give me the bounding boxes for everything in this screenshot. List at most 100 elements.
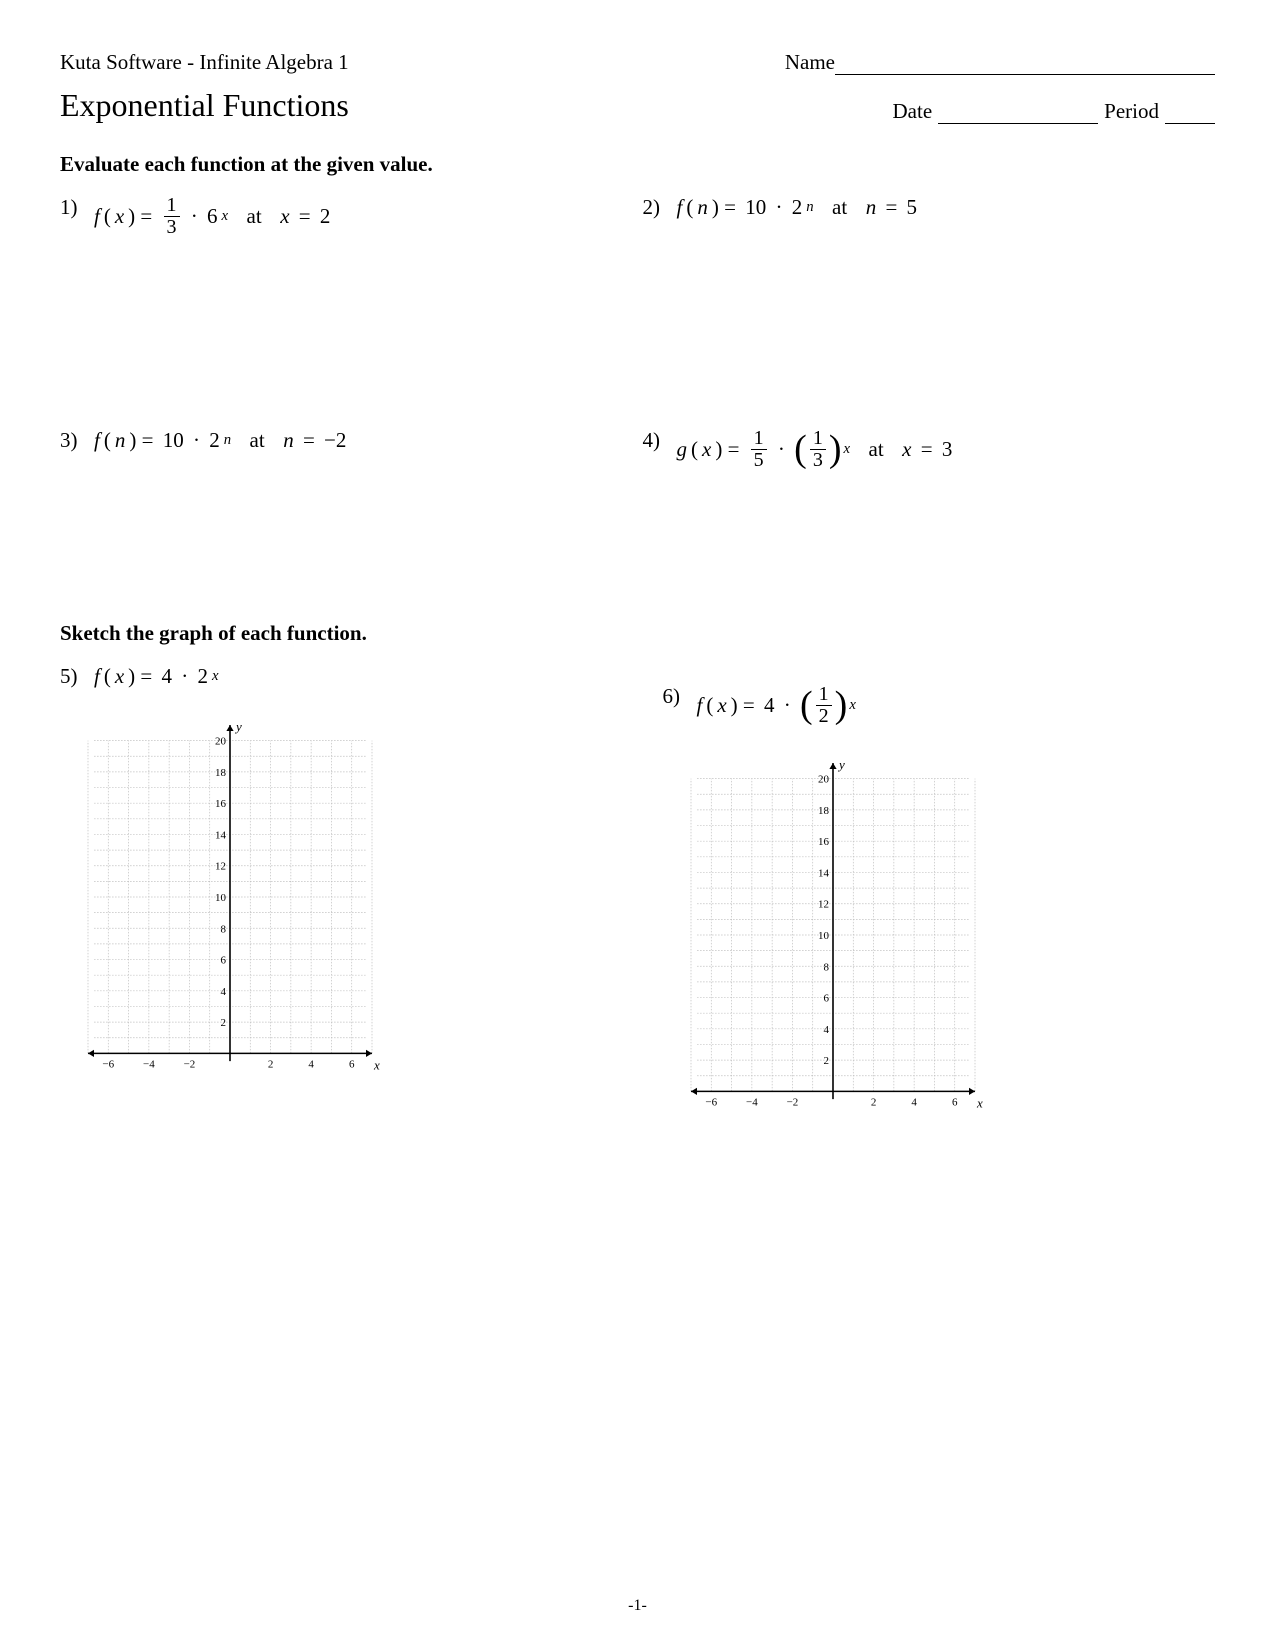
svg-text:2: 2 (823, 1055, 829, 1067)
graph-6: −6−4−22462468101214161820xy (663, 735, 1003, 1135)
problem-number: 5) (60, 664, 84, 689)
svg-text:−4: −4 (143, 1058, 155, 1070)
frac-den: 3 (164, 217, 180, 238)
exponent: x (849, 697, 856, 714)
at-val: 5 (907, 195, 918, 220)
date-blank[interactable] (938, 101, 1098, 124)
svg-text:y: y (234, 719, 242, 734)
left-paren: ( (794, 434, 807, 464)
problem-2: 2) f(n) = 10 · 2n at n = 5 (643, 195, 1216, 238)
svg-text:4: 4 (911, 1096, 917, 1108)
svg-text:2: 2 (870, 1096, 876, 1108)
name-field: Name (785, 50, 1215, 75)
fraction-base: 1 3 (810, 428, 826, 471)
at-var: n (283, 428, 294, 453)
date-period: Date Period (893, 99, 1215, 124)
frac-num: 1 (810, 428, 826, 450)
problem-4: 4) g(x) = 1 5 · ( 1 3 ) x at x = 3 (643, 428, 1216, 471)
svg-text:4: 4 (221, 986, 227, 998)
svg-text:8: 8 (221, 923, 227, 935)
period-blank[interactable] (1165, 101, 1215, 124)
period-label: Period (1104, 99, 1159, 124)
svg-text:12: 12 (215, 861, 226, 873)
svg-text:6: 6 (823, 993, 829, 1005)
frac-den: 3 (810, 450, 826, 471)
fraction-base: 1 2 (816, 684, 832, 727)
at-text: at (869, 437, 884, 462)
problem-number: 2) (643, 195, 667, 220)
base: 2 (198, 664, 209, 689)
fn-name: f (94, 428, 100, 453)
graph-5: −6−4−22462468101214161820xy (60, 697, 400, 1097)
svg-text:6: 6 (221, 955, 227, 967)
svg-text:y: y (837, 757, 845, 772)
at-text: at (832, 195, 847, 220)
title-row: Exponential Functions Date Period (60, 87, 1215, 124)
svg-text:2: 2 (268, 1058, 274, 1070)
exponent: x (212, 668, 219, 685)
paren-fraction: ( 1 3 ) (794, 428, 841, 471)
problem-6: 6) f(x) = 4 · ( 1 2 ) x −6−4−22462468101… (663, 684, 1216, 1135)
graph-grid: 5) f(x) = 4 · 2x −6−4−224624681012141618… (60, 664, 1215, 1135)
problem-number: 6) (663, 684, 687, 709)
software-name: Kuta Software - Infinite Algebra 1 (60, 50, 349, 75)
svg-text:−2: −2 (786, 1096, 798, 1108)
fraction-coef: 1 5 (751, 428, 767, 471)
at-val: 2 (320, 204, 331, 229)
problems-row2: 3) f(n) = 10 · 2n at n = −2 4) g(x) = 1 … (60, 428, 1215, 471)
fn-name: f (94, 204, 100, 229)
at-var: x (280, 204, 289, 229)
svg-text:4: 4 (308, 1058, 314, 1070)
svg-text:16: 16 (215, 798, 227, 810)
date-label: Date (893, 99, 933, 124)
svg-text:−6: −6 (102, 1058, 114, 1070)
svg-text:2: 2 (221, 1017, 227, 1029)
frac-num: 1 (164, 195, 180, 217)
svg-text:14: 14 (215, 829, 227, 841)
exponent: x (843, 441, 850, 458)
at-text: at (250, 428, 265, 453)
frac-den: 2 (816, 706, 832, 727)
page-number: -1- (628, 1597, 647, 1615)
section2-heading: Sketch the graph of each function. (60, 621, 1215, 646)
svg-text:x: x (976, 1095, 983, 1110)
problem-3: 3) f(n) = 10 · 2n at n = −2 (60, 428, 633, 471)
svg-text:16: 16 (818, 836, 830, 848)
svg-text:−2: −2 (184, 1058, 196, 1070)
at-val: 3 (942, 437, 953, 462)
header-row: Kuta Software - Infinite Algebra 1 Name (60, 50, 1215, 75)
fn-var: x (702, 437, 711, 462)
fn-name: f (94, 664, 100, 689)
base: 6 (207, 204, 218, 229)
at-var: x (902, 437, 911, 462)
section1-heading: Evaluate each function at the given valu… (60, 152, 1215, 177)
problems-row1: 1) f(x) = 1 3 · 6x at x = 2 2) f(n) = 10… (60, 195, 1215, 238)
svg-text:14: 14 (818, 867, 830, 879)
problem-number: 3) (60, 428, 84, 453)
name-label: Name (785, 50, 835, 75)
svg-text:12: 12 (818, 899, 829, 911)
coef: 4 (162, 664, 173, 689)
svg-text:x: x (373, 1057, 380, 1072)
svg-text:4: 4 (823, 1024, 829, 1036)
svg-text:18: 18 (818, 805, 830, 817)
worksheet-title: Exponential Functions (60, 87, 349, 124)
fn-var: n (115, 428, 126, 453)
svg-text:8: 8 (823, 961, 829, 973)
svg-text:10: 10 (818, 930, 830, 942)
coef: 4 (764, 693, 775, 718)
problem-5: 5) f(x) = 4 · 2x −6−4−224624681012141618… (60, 664, 613, 1135)
problem-number: 4) (643, 428, 667, 453)
svg-text:6: 6 (951, 1096, 957, 1108)
problem-number: 1) (60, 195, 84, 220)
fn-var: x (717, 693, 726, 718)
frac-num: 1 (816, 684, 832, 706)
exponent: n (224, 432, 231, 449)
fn-name: f (677, 195, 683, 220)
at-var: n (866, 195, 877, 220)
name-blank[interactable] (835, 52, 1215, 75)
problem-expression: f(n) = 10 · 2n at n = 5 (677, 195, 918, 220)
fn-name: f (697, 693, 703, 718)
exponent: x (222, 208, 229, 225)
at-val: −2 (324, 428, 346, 453)
